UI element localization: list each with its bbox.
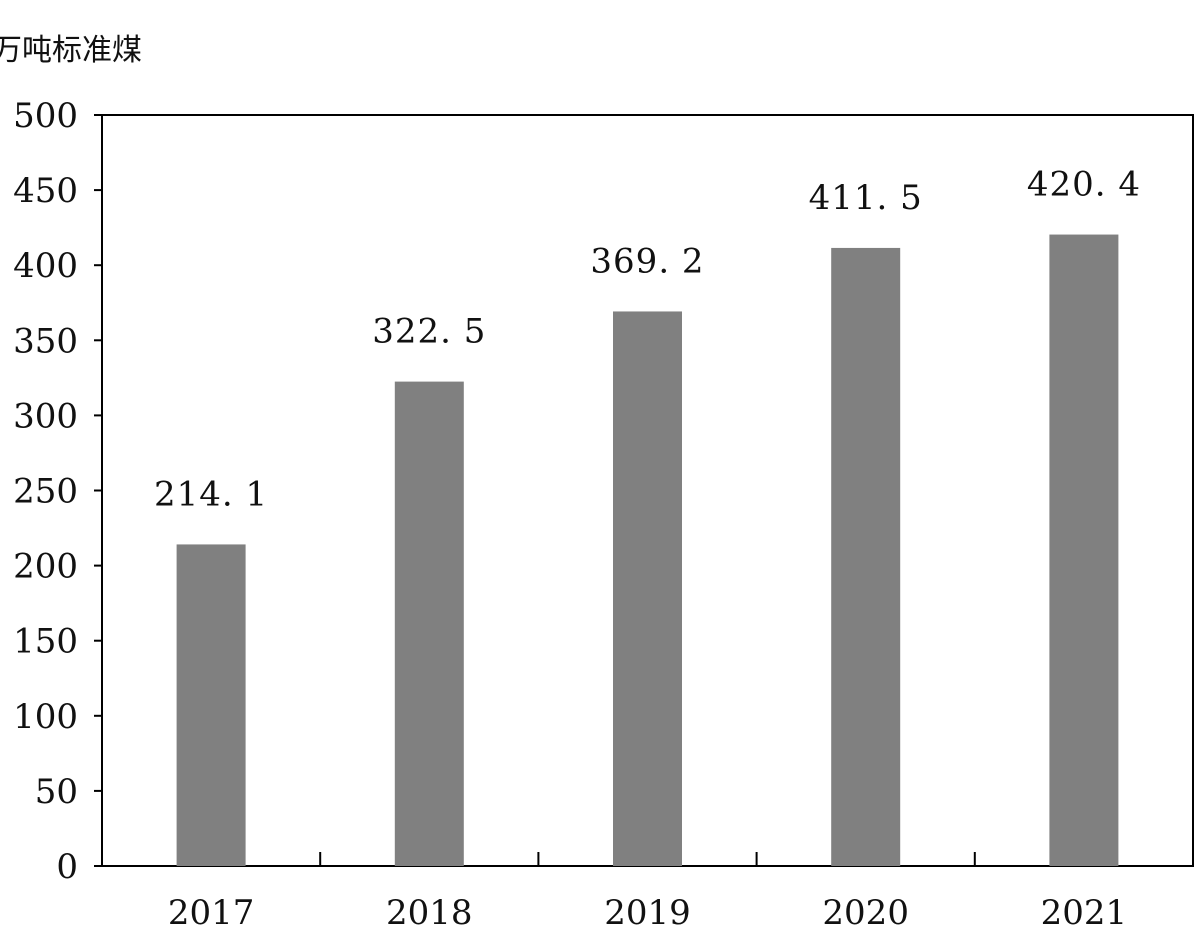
bar	[831, 247, 901, 866]
y-tick-label: 250	[13, 472, 78, 512]
y-tick-label: 0	[56, 847, 78, 887]
x-tick-label: 2017	[168, 893, 255, 933]
y-tick-label: 100	[13, 697, 78, 737]
y-tick-label: 350	[13, 321, 78, 361]
y-tick-label: 450	[13, 171, 78, 211]
bar	[1049, 234, 1119, 866]
bar-value-label: 214. 1	[154, 474, 268, 514]
bars	[176, 234, 1119, 866]
bar-value-label: 411. 5	[809, 178, 923, 218]
x-tick-label: 2020	[822, 893, 909, 933]
data-labels: 214. 1 322. 5 369. 2 411. 5 420. 4	[154, 165, 1141, 515]
x-axis: 2017 2018 2019 2020 2021	[168, 852, 1127, 933]
y-tick-label: 400	[13, 246, 78, 286]
bar-value-label: 322. 5	[372, 312, 486, 352]
bar-value-label: 420. 4	[1027, 165, 1141, 205]
x-tick-label: 2021	[1041, 893, 1128, 933]
x-tick-label: 2018	[386, 893, 473, 933]
bar	[394, 381, 464, 866]
bar	[613, 311, 682, 866]
y-tick-label: 150	[13, 622, 78, 662]
y-axis: 0 50 100 150 200 250 300 350 400 450 500	[13, 96, 102, 887]
bar-value-label: 369. 2	[590, 241, 704, 281]
y-unit-label: 万吨标准煤	[0, 33, 142, 68]
x-tick-label: 2019	[604, 893, 691, 933]
y-tick-label: 500	[13, 96, 78, 136]
y-tick-label: 50	[35, 772, 78, 812]
y-tick-label: 200	[13, 547, 78, 587]
bar	[176, 544, 246, 866]
y-tick-label: 300	[13, 396, 78, 436]
